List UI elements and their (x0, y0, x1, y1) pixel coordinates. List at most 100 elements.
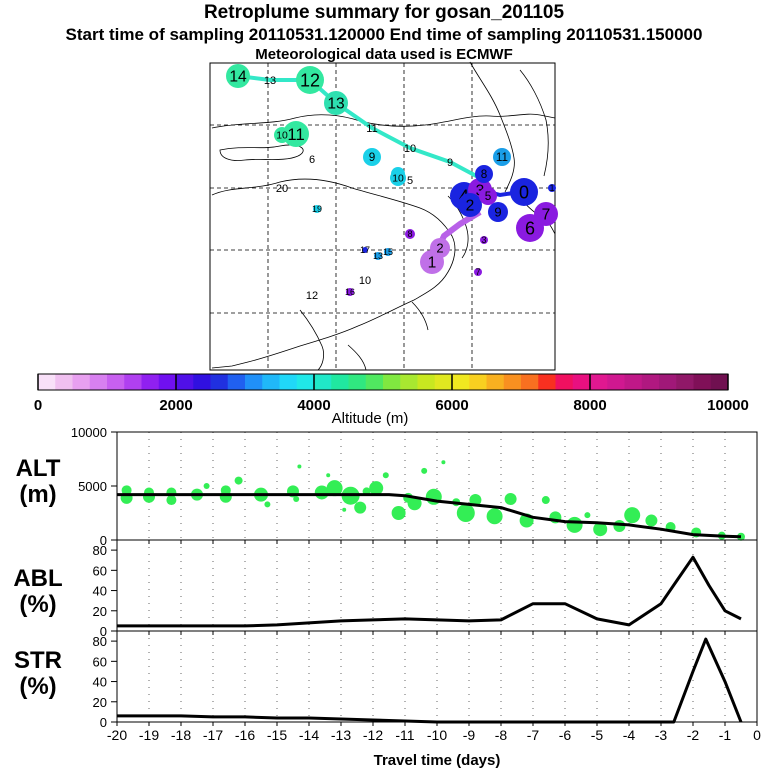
plume-marker-label: 8 (481, 168, 488, 181)
plume-marker-label: 10 (392, 174, 404, 185)
plume-marker-label: 0 (519, 182, 529, 202)
plume-marker (363, 148, 381, 166)
str-xtick-label: -20 (107, 727, 127, 743)
str-ytick-label: 20 (93, 695, 107, 710)
plume-marker (384, 248, 392, 256)
str-xtick-label: -12 (363, 727, 383, 743)
plume-marker-label: 16 (345, 287, 355, 297)
str-panel-label: STR (14, 647, 62, 674)
str-xtick-label: -19 (139, 727, 159, 743)
sampling-times: Start time of sampling 20110531.120000 E… (65, 25, 703, 44)
colorbar-swatch (210, 374, 229, 390)
alt-scatter-point (566, 516, 583, 533)
alt-scatter-point (541, 496, 550, 505)
abl-ytick-label: 20 (93, 604, 107, 619)
alt-scatter-point (220, 485, 231, 496)
colorbar-swatch (158, 374, 177, 390)
alt-scatter-point (407, 496, 422, 511)
alt-ytick-label: 0 (100, 533, 107, 548)
colorbar-ticks: 0 2000 4000 6000 8000 10000 (34, 374, 749, 414)
alt-series-line (117, 493, 742, 539)
alt-scatter-point (391, 506, 406, 520)
plume-markers: 1413121311101110998620105111943201679853… (226, 64, 558, 302)
str-panel-unit: (%) (19, 673, 56, 700)
plume-marker-label: 13 (327, 95, 344, 112)
plume-marker-label: 3 (476, 182, 485, 199)
plume-marker (283, 121, 309, 147)
alt-scatter-point (297, 464, 302, 469)
str-xtick-label: -5 (591, 727, 604, 743)
plume-marker (362, 247, 368, 253)
colorbar-tick-label: 8000 (573, 397, 606, 414)
alt-scatter-point (382, 472, 389, 479)
alt-ytick-label: 10000 (71, 425, 107, 440)
plume-marker-label: 1 (428, 254, 437, 271)
alt-scatter-point (593, 522, 608, 537)
colorbar-tick-label: 10000 (707, 397, 749, 414)
plume-marker-label: 6 (309, 154, 315, 166)
plume-marker (313, 205, 321, 213)
plume-marker (346, 288, 354, 296)
colorbar-swatch (245, 374, 263, 390)
str-xtick-label: -6 (559, 727, 572, 743)
plume-marker-label: 2 (436, 241, 443, 256)
str-xtick-label: -9 (463, 727, 476, 743)
plume-marker-label: 3 (481, 235, 486, 245)
plume-marker-label: 11 (496, 151, 508, 164)
colorbar-swatch (624, 374, 643, 390)
alt-scatter-point (326, 473, 331, 478)
colorbar-swatch (89, 374, 108, 390)
alt-scatter-point (203, 483, 210, 489)
colorbar-swatches (38, 374, 729, 390)
str-xtick-label: -18 (171, 727, 191, 743)
plume-marker-label: 10 (359, 275, 371, 287)
colorbar-tick-label: 0 (34, 397, 42, 414)
colorbar-swatch (176, 374, 194, 390)
plume-marker-label: 11 (366, 123, 377, 135)
colorbar-swatch (538, 374, 556, 390)
str-xtick-label: -15 (267, 727, 287, 743)
plume-marker-label: 14 (229, 68, 247, 85)
met-data-note: Meteorological data used is ECMWF (255, 46, 513, 63)
plume-track-cyan (237, 74, 481, 180)
alt-scatter-point (121, 485, 132, 496)
plume-marker-label: 8 (407, 229, 412, 239)
str-xtick-label: -10 (427, 727, 447, 743)
alt-scatter-point (469, 494, 482, 507)
plume-marker (296, 66, 324, 94)
plume-marker (390, 170, 406, 186)
str-ytick-label: 0 (100, 715, 107, 730)
str-xtick-label: 0 (753, 727, 761, 743)
plume-marker-label: 9 (369, 151, 376, 164)
str-xtick-label: -1 (719, 727, 732, 743)
alt-scatter-point (645, 514, 658, 527)
plume-marker-label: 9 (447, 157, 453, 169)
alt-scatter-point (166, 495, 177, 506)
str-xtick-label: -13 (331, 727, 351, 743)
alt-scatter-point (421, 467, 428, 474)
colorbar-swatch (314, 374, 332, 390)
plume-marker (374, 252, 382, 260)
colorbar-swatch (262, 374, 280, 390)
colorbar-swatch (521, 374, 539, 390)
colorbar-swatch (193, 374, 211, 390)
colorbar-swatch (348, 374, 367, 390)
abl-ytick-label: 60 (93, 563, 107, 578)
str-ytick-label: 40 (93, 675, 107, 690)
alt-scatter-point (504, 492, 517, 505)
colorbar-swatch (452, 374, 470, 390)
abl-panel: 0 20 40 60 80 (93, 539, 758, 639)
plume-marker-label: 17 (360, 245, 370, 255)
retroplume-map: 1413121311101110998620105111943201679853… (209, 61, 558, 371)
colorbar-swatch (417, 374, 436, 390)
str-ytick-label: 60 (93, 654, 107, 669)
chart-title: Retroplume summary for gosan_201105 (203, 2, 565, 23)
plume-marker (488, 202, 508, 222)
plume-marker-label: 2 (466, 197, 475, 214)
plume-marker-label: 10 (276, 131, 288, 142)
plume-marker (405, 229, 415, 239)
colorbar-swatch (365, 374, 384, 390)
colorbar-swatch (400, 374, 418, 390)
colorbar-label: Altitude (m) (332, 410, 409, 427)
